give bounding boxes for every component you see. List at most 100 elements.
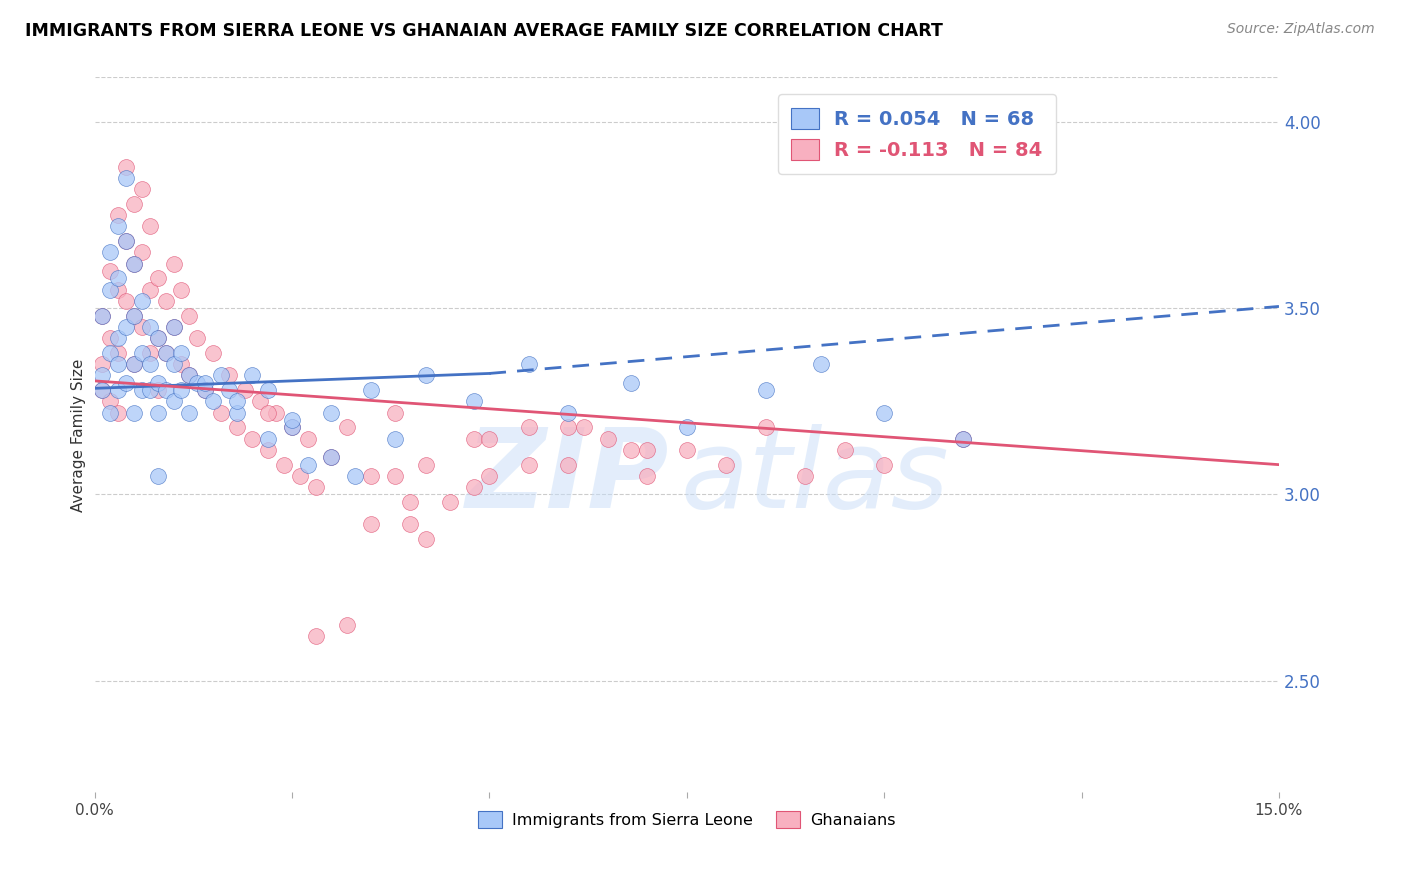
Point — [257, 442, 280, 457]
Point — [463, 394, 485, 409]
Point — [257, 405, 280, 419]
Point — [305, 629, 328, 643]
Point — [209, 368, 232, 383]
Y-axis label: Average Family Size: Average Family Size — [72, 359, 86, 511]
Text: atlas: atlas — [681, 425, 949, 532]
Point — [755, 420, 778, 434]
Point — [636, 442, 658, 457]
Point — [233, 383, 256, 397]
Point — [162, 319, 184, 334]
Point — [186, 376, 208, 390]
Point — [415, 532, 437, 546]
Point — [834, 442, 856, 457]
Point — [478, 432, 501, 446]
Point — [186, 331, 208, 345]
Point — [107, 357, 129, 371]
Point — [91, 309, 114, 323]
Point — [115, 234, 138, 248]
Text: Source: ZipAtlas.com: Source: ZipAtlas.com — [1227, 22, 1375, 37]
Point — [122, 309, 145, 323]
Point — [321, 450, 343, 465]
Point — [115, 319, 138, 334]
Point — [162, 257, 184, 271]
Point — [675, 420, 697, 434]
Point — [439, 495, 461, 509]
Point — [478, 468, 501, 483]
Point — [194, 383, 217, 397]
Point — [91, 383, 114, 397]
Point — [399, 517, 422, 532]
Point — [115, 234, 138, 248]
Point — [146, 331, 169, 345]
Point — [384, 432, 406, 446]
Text: IMMIGRANTS FROM SIERRA LEONE VS GHANAIAN AVERAGE FAMILY SIZE CORRELATION CHART: IMMIGRANTS FROM SIERRA LEONE VS GHANAIAN… — [25, 22, 943, 40]
Point — [107, 405, 129, 419]
Point — [264, 405, 287, 419]
Point — [384, 468, 406, 483]
Point — [107, 346, 129, 360]
Point — [170, 346, 193, 360]
Point — [91, 357, 114, 371]
Point — [179, 309, 201, 323]
Point — [139, 219, 162, 234]
Point — [297, 458, 319, 472]
Point — [194, 383, 217, 397]
Point — [257, 432, 280, 446]
Point — [794, 468, 817, 483]
Point — [194, 376, 217, 390]
Point — [122, 357, 145, 371]
Point — [98, 405, 121, 419]
Point — [636, 468, 658, 483]
Point — [155, 346, 177, 360]
Point — [952, 432, 974, 446]
Point — [131, 245, 153, 260]
Point — [336, 420, 359, 434]
Point — [336, 617, 359, 632]
Point — [297, 432, 319, 446]
Point — [98, 264, 121, 278]
Point — [257, 383, 280, 397]
Point — [98, 346, 121, 360]
Point — [344, 468, 367, 483]
Point — [557, 405, 579, 419]
Point — [170, 383, 193, 397]
Point — [146, 383, 169, 397]
Point — [415, 368, 437, 383]
Point — [360, 517, 382, 532]
Point — [91, 383, 114, 397]
Point — [873, 405, 896, 419]
Point — [131, 319, 153, 334]
Point — [107, 219, 129, 234]
Point — [107, 271, 129, 285]
Point — [107, 208, 129, 222]
Point — [146, 331, 169, 345]
Point — [162, 357, 184, 371]
Point — [162, 319, 184, 334]
Point — [146, 405, 169, 419]
Point — [162, 394, 184, 409]
Point — [179, 368, 201, 383]
Point — [179, 405, 201, 419]
Point — [873, 458, 896, 472]
Point — [170, 357, 193, 371]
Point — [716, 458, 738, 472]
Point — [572, 420, 595, 434]
Point — [281, 413, 304, 427]
Point — [225, 420, 247, 434]
Point — [620, 376, 643, 390]
Point — [305, 480, 328, 494]
Point — [620, 442, 643, 457]
Point — [115, 376, 138, 390]
Point — [463, 432, 485, 446]
Point — [755, 383, 778, 397]
Point — [122, 357, 145, 371]
Point — [242, 368, 264, 383]
Point — [596, 432, 619, 446]
Point — [98, 394, 121, 409]
Point — [675, 442, 697, 457]
Point — [517, 458, 540, 472]
Point — [218, 368, 240, 383]
Point — [517, 420, 540, 434]
Point — [242, 432, 264, 446]
Point — [131, 293, 153, 308]
